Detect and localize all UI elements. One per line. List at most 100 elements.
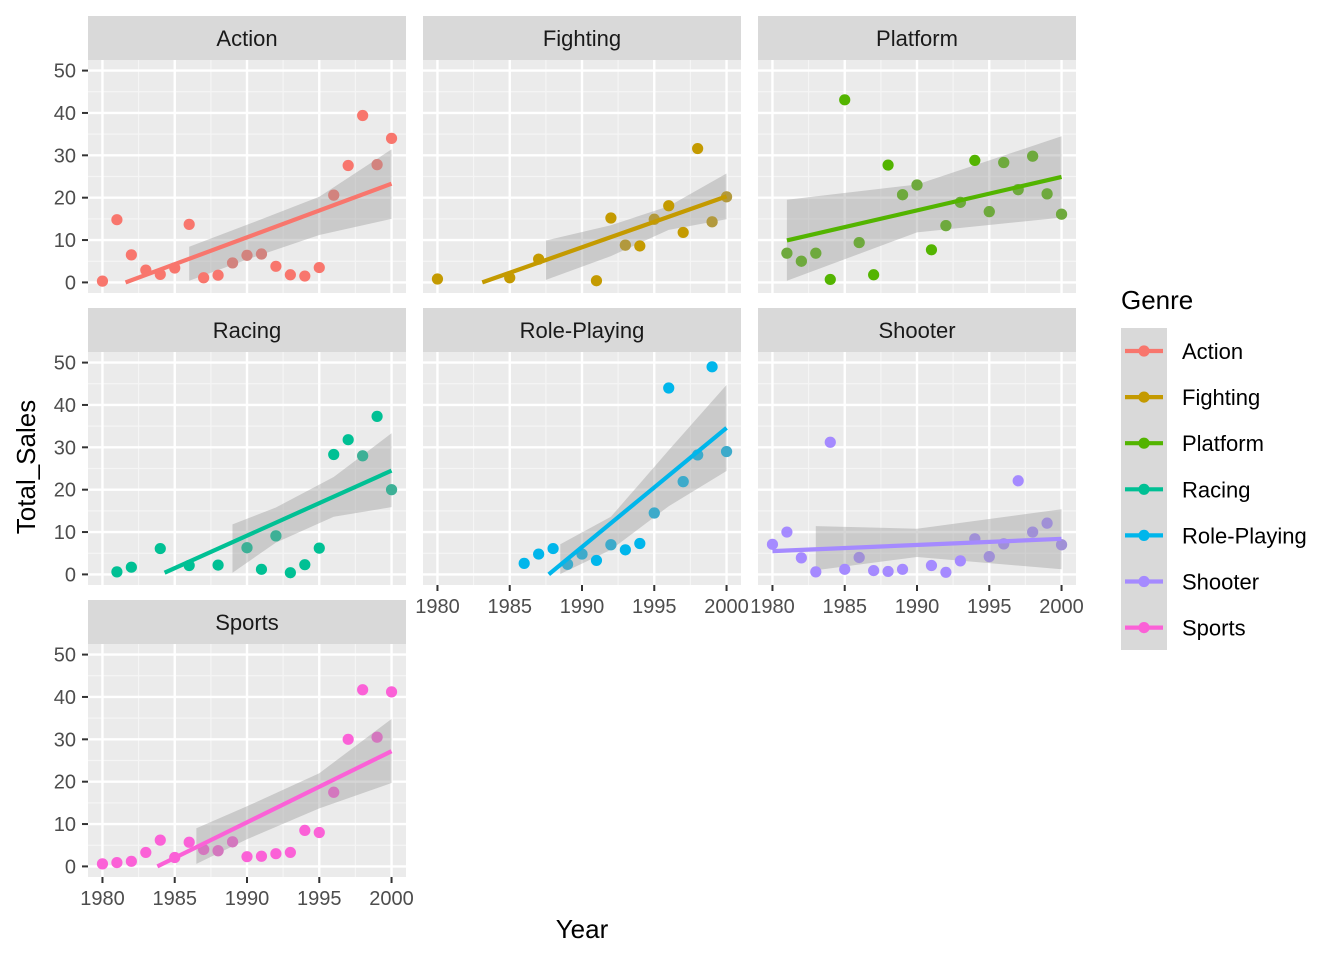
facet-strip-label: Sports (215, 610, 279, 635)
data-point (154, 542, 166, 555)
confidence-band (189, 149, 392, 281)
data-point (766, 538, 779, 550)
data-point (111, 566, 123, 578)
legend-key-point (1138, 483, 1150, 495)
data-point (342, 159, 354, 172)
data-point (824, 273, 836, 286)
data-point (255, 563, 268, 575)
y-tick-label: 40 (54, 687, 76, 709)
data-point (677, 476, 689, 488)
y-tick-label: 30 (54, 437, 76, 459)
data-point (940, 566, 952, 578)
data-point (925, 559, 938, 572)
data-point (226, 836, 239, 848)
axes-layer: 0 10 20 30 40 50 0 10 20 30 40 50 1980 1985 1990 1995 20… (54, 61, 1084, 910)
data-point (226, 257, 239, 269)
data-point (605, 212, 617, 224)
data-point-overlay (1041, 517, 1053, 529)
data-point (1027, 150, 1039, 162)
data-point-overlay (911, 179, 923, 191)
data-point (634, 240, 646, 252)
x-tick-label: 1985 (152, 888, 197, 910)
data-point (896, 563, 909, 575)
x-tick-label: 1985 (822, 596, 867, 618)
legend-label: Shooter (1182, 570, 1259, 595)
data-point (385, 132, 398, 144)
x-tick-label: 1980 (750, 596, 795, 618)
data-point (925, 244, 938, 256)
facet-strip-label: Fighting (543, 26, 621, 51)
data-point-overlay (853, 236, 865, 249)
data-point (385, 686, 398, 698)
data-point-overlay (371, 731, 383, 743)
data-point (371, 159, 383, 171)
data-point (605, 539, 617, 551)
data-point (619, 544, 631, 556)
data-point (677, 226, 689, 239)
fit-line (481, 194, 728, 285)
panels-layer: Action Fighting Platform Racing Role-Playing… (88, 16, 1076, 877)
y-tick-label: 10 (54, 230, 76, 252)
x-tick-label: 2000 (704, 596, 749, 618)
data-point (1041, 517, 1053, 529)
data-point (284, 567, 296, 579)
legend-label: Fighting (1182, 385, 1260, 410)
y-tick-label: 40 (54, 395, 76, 417)
data-point-overlay (1027, 150, 1039, 162)
x-tick-label: 2000 (369, 888, 414, 910)
data-point (96, 275, 109, 287)
data-point (313, 826, 325, 839)
data-point-overlay (357, 450, 369, 462)
data-point-overlay (385, 484, 398, 496)
x-tick-label: 1990 (225, 888, 270, 910)
fit-line (786, 174, 1063, 243)
data-point (371, 731, 383, 743)
data-point (1055, 539, 1068, 551)
fit-line (163, 468, 393, 575)
data-point (720, 445, 733, 458)
data-point (212, 559, 224, 571)
data-point (868, 564, 880, 577)
facet-racing: Racing (88, 308, 406, 585)
data-point (954, 555, 966, 567)
y-tick-label: 30 (54, 145, 76, 167)
data-point (270, 530, 282, 542)
data-point-overlay (983, 551, 995, 563)
data-point (255, 248, 268, 260)
data-point (706, 361, 718, 373)
x-tick-label: 1985 (487, 596, 532, 618)
facet-strip (423, 308, 741, 352)
data-point-overlay (212, 845, 224, 857)
facet-strip (88, 16, 406, 60)
data-point (882, 159, 894, 171)
data-point (241, 542, 253, 554)
legend-title: Genre (1121, 285, 1193, 315)
data-point-overlay (1055, 539, 1068, 551)
facet-sports: Sports (88, 600, 406, 877)
data-point-overlay (810, 247, 822, 259)
data-point-overlay (795, 255, 807, 267)
facet-strip-label: Role-Playing (520, 318, 645, 343)
legend-item-action: Action (1125, 339, 1243, 364)
data-point (518, 557, 530, 569)
data-point (969, 154, 981, 167)
data-point (140, 846, 152, 859)
y-tick-label: 30 (54, 729, 76, 751)
data-point (839, 94, 851, 106)
data-point (371, 410, 383, 422)
data-point (431, 273, 444, 285)
data-point (357, 109, 369, 122)
data-point (590, 554, 603, 567)
data-point (810, 566, 822, 578)
y-tick-label: 40 (54, 103, 76, 125)
facet-fighting: Fighting (423, 16, 741, 293)
legend-key-point (1138, 437, 1150, 449)
data-point (284, 846, 296, 859)
fit-line (124, 181, 393, 285)
legend-key-point (1138, 391, 1150, 403)
facet-role-playing: Role-Playing (423, 308, 741, 585)
data-point-overlay (648, 507, 660, 519)
data-point-overlay (619, 239, 631, 251)
data-point (1041, 188, 1053, 200)
facet-platform: Platform (758, 16, 1076, 293)
